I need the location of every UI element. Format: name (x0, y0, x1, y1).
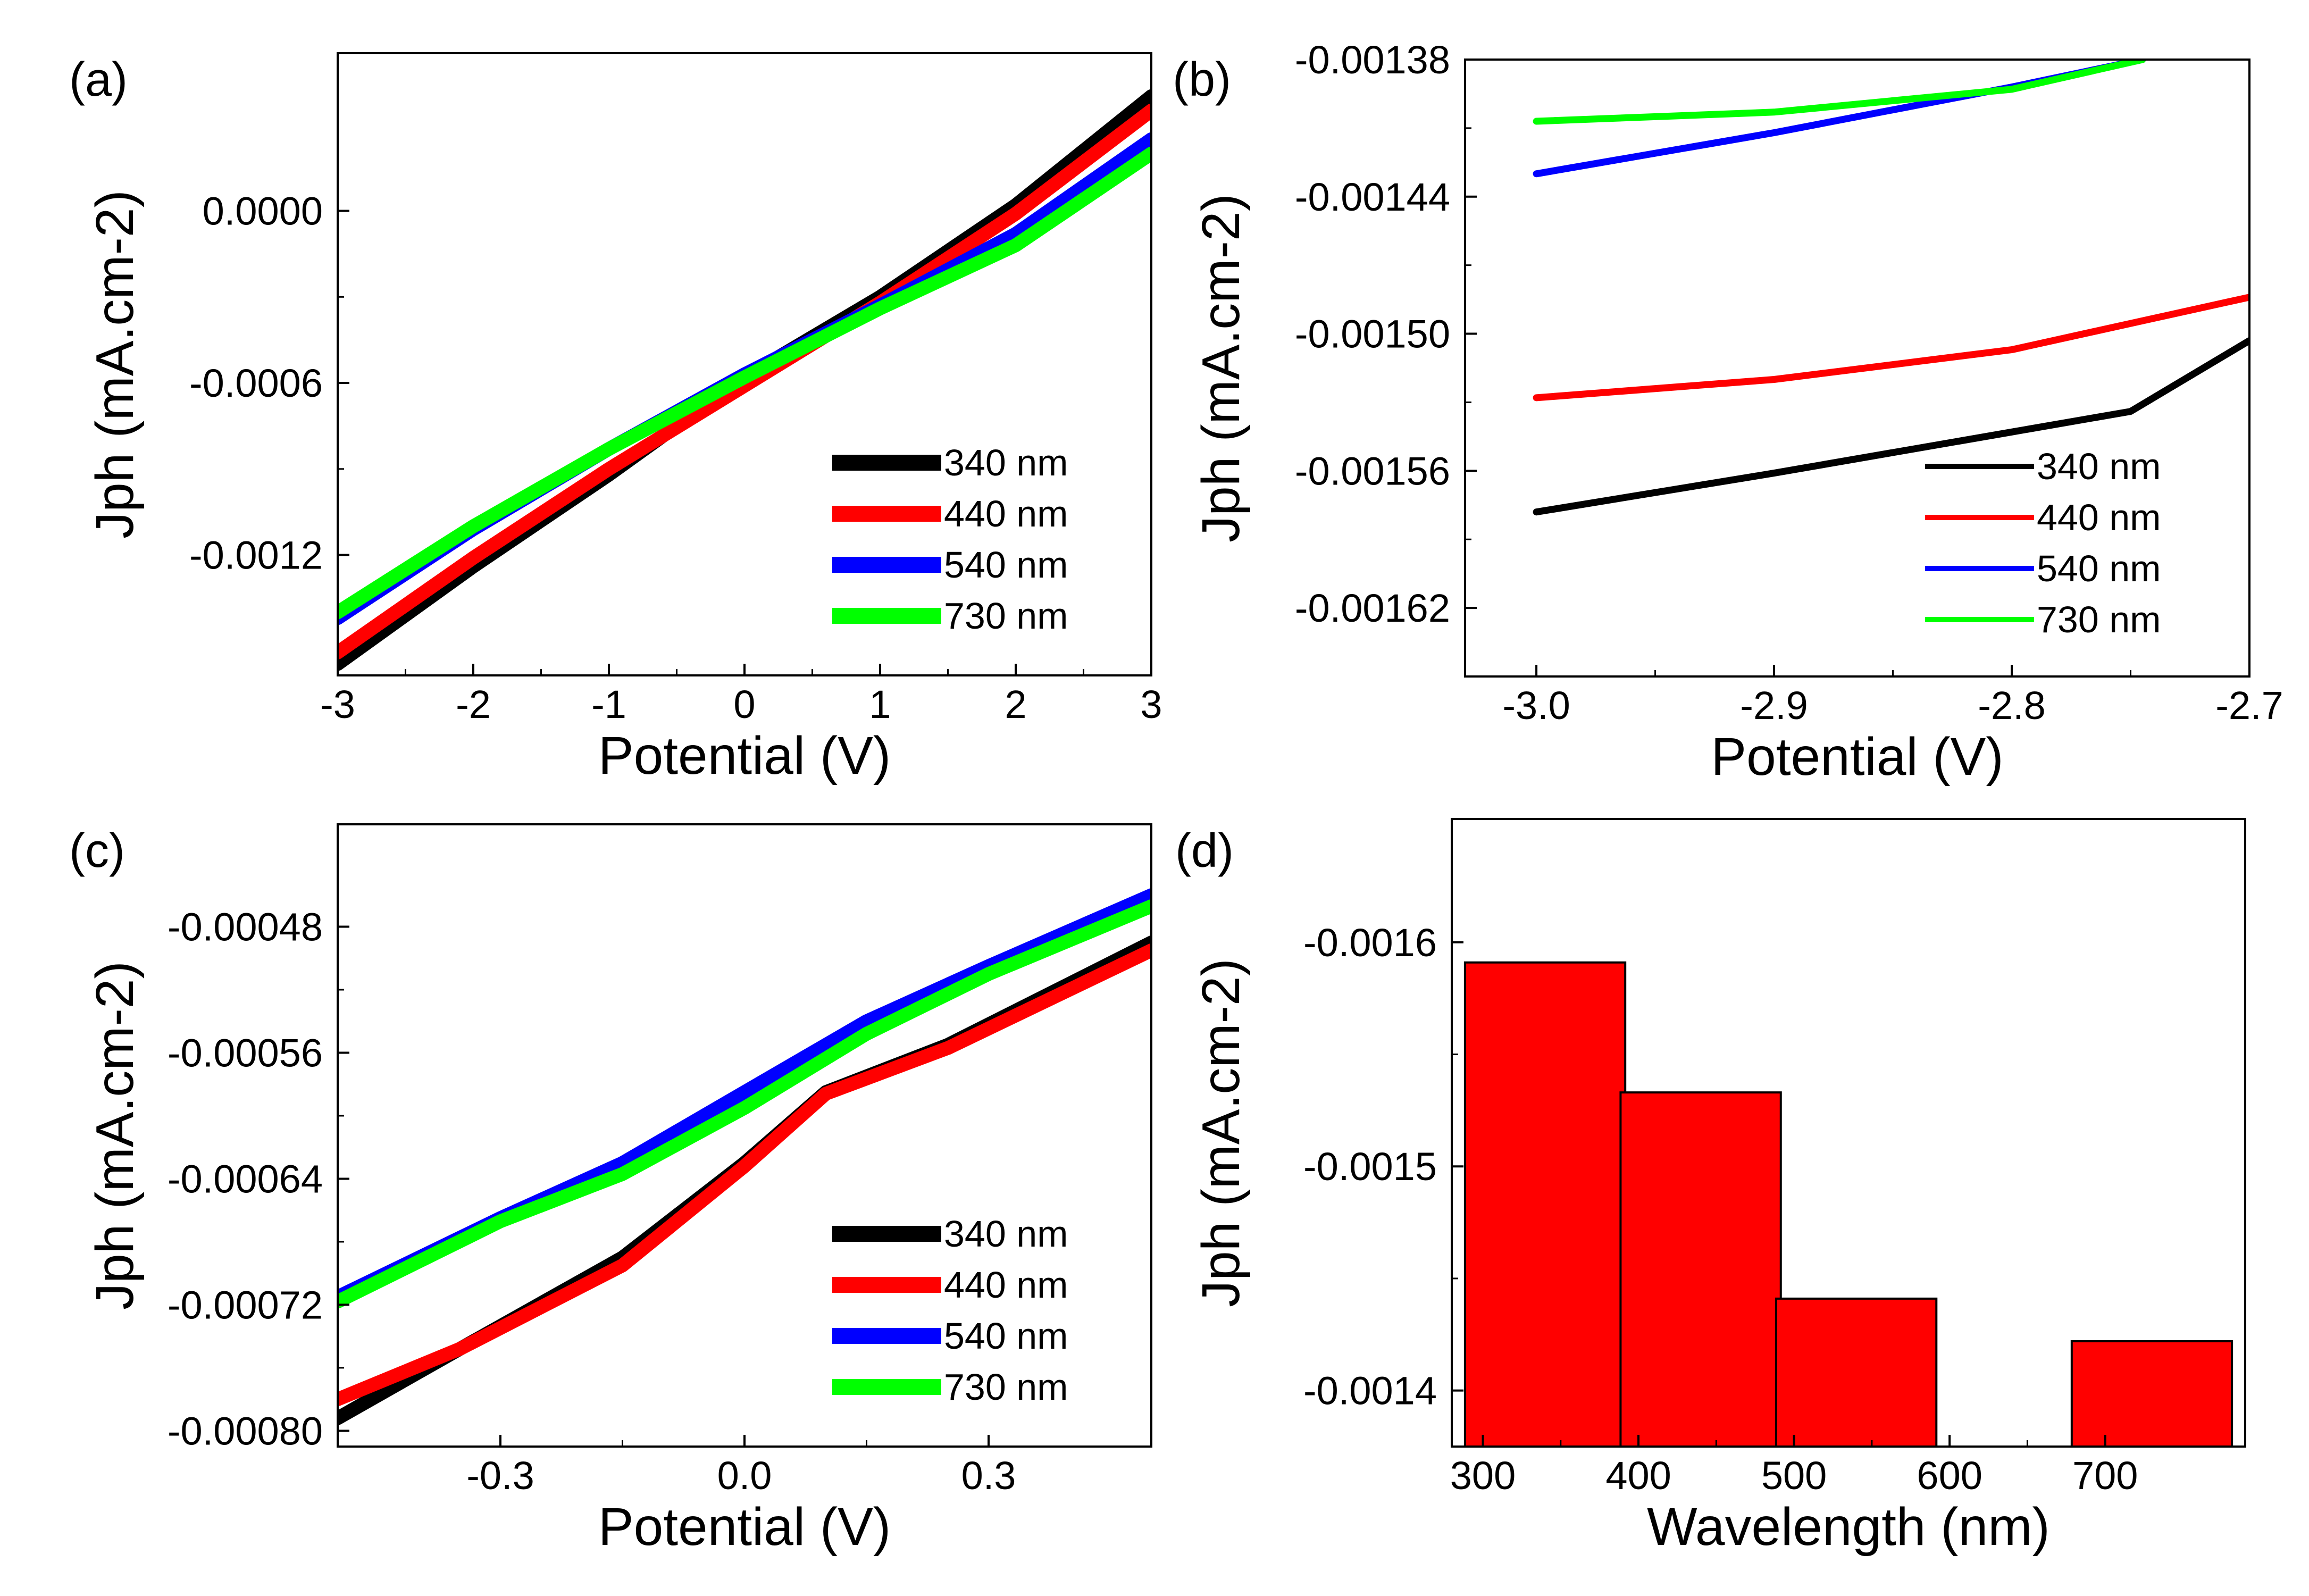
y-tick-label: -0.00150 (1295, 312, 1450, 356)
x-tick-label: 700 (2072, 1453, 2138, 1498)
x-tick-label: -0.3 (466, 1453, 534, 1498)
legend-label: 730 nm (944, 595, 1068, 637)
legend-label: 340 nm (2037, 446, 2161, 487)
series-line-730-nm (338, 899, 1151, 1309)
x-tick-label: 0.3 (961, 1453, 1016, 1498)
y-tick-label: -0.0016 (1303, 921, 1437, 965)
y-axis-title: Jph (mA.cm-2) (85, 190, 145, 539)
y-tick-label: -0.0014 (1303, 1369, 1437, 1413)
x-tick-label: -3.0 (1502, 683, 1570, 728)
x-tick-label: -2.7 (2215, 683, 2283, 728)
y-tick-label: -0.00138 (1295, 38, 1450, 82)
series-line-730-nm (1533, 60, 2146, 125)
x-tick-label: 3 (1140, 682, 1162, 726)
legend-label: 340 nm (944, 442, 1068, 483)
y-tick-label: -0.00080 (168, 1409, 323, 1453)
x-tick-label: -3 (320, 682, 355, 726)
x-axis-title: Potential (V) (598, 1497, 891, 1557)
panel-a: (a) -3 -2 -1 0 1 2 3 0.0000 -0.0006 -0.0012 Potenti… (69, 52, 1162, 786)
y-tick-label: 0.0000 (203, 189, 323, 233)
y-axis-title: Jph (mA.cm-2) (1191, 194, 1251, 542)
y-tick-label: -0.0012 (189, 533, 323, 578)
legend-label: 440 nm (944, 493, 1068, 534)
bar-340nm (1463, 961, 1627, 1447)
y-tick-label: -0.00064 (168, 1157, 323, 1201)
plot-frame (1451, 818, 2246, 1448)
x-tick-label: -2 (456, 682, 491, 726)
legend: 340 nm 440 nm 540 nm 730 nm (832, 442, 1068, 637)
x-tick-label: 1 (869, 682, 891, 726)
panel-label: (b) (1173, 53, 1231, 106)
x-axis-title: Potential (V) (1711, 727, 2003, 787)
x-tick-label: 2 (1005, 682, 1026, 726)
legend-label: 730 nm (2037, 599, 2161, 640)
panel-c: (c) -0.3 0.0 0.3 -0.00048 -0.00056 -0.00064 -0.… (69, 823, 1152, 1557)
x-tick-label: 0 (733, 682, 755, 726)
legend-label: 730 nm (944, 1366, 1068, 1408)
x-axis-title: Potential (V) (598, 726, 891, 786)
legend-label: 540 nm (944, 544, 1068, 586)
x-tick-label: 600 (1917, 1453, 1982, 1498)
legend: 340 nm 440 nm 540 nm 730 nm (832, 1213, 1068, 1408)
y-tick-label: -0.00056 (168, 1031, 323, 1075)
x-tick-label: -2.8 (1978, 683, 2046, 728)
bar-540nm (1775, 1297, 1938, 1447)
bar-730nm (2070, 1340, 2233, 1447)
panel-d: (d) 300 400 500 600 700 -0.0016 -0.0015 -0.0014 W… (1175, 818, 2246, 1557)
legend-label: 540 nm (2037, 548, 2161, 589)
y-tick-label: -0.00156 (1295, 449, 1450, 493)
y-tick-label: -0.00072 (168, 1283, 323, 1327)
series-line-730-nm (338, 146, 1151, 620)
y-tick-label: -0.00144 (1295, 175, 1450, 219)
bar-440nm (1619, 1091, 1782, 1447)
y-tick-label: -0.0015 (1303, 1144, 1437, 1189)
y-tick-label: -0.00048 (168, 905, 323, 949)
legend-label: 440 nm (2037, 497, 2161, 538)
x-tick-label: 0.0 (717, 1453, 772, 1498)
panel-b: (b) -3.0 -2.9 -2.8 -2.7 -0.00138 -0.00144 -0.00… (1173, 38, 2283, 787)
y-tick-label: -0.0006 (189, 361, 323, 405)
x-tick-label: -1 (591, 682, 626, 726)
series-line-440-nm (1533, 294, 2249, 402)
legend-label: 340 nm (944, 1213, 1068, 1255)
x-tick-label: 400 (1605, 1453, 1671, 1498)
legend-label: 540 nm (944, 1315, 1068, 1357)
x-axis-title: Wavelength (nm) (1647, 1497, 2050, 1557)
x-tick-label: 300 (1450, 1453, 1516, 1498)
series-line-440-nm (338, 103, 1151, 659)
series-line-340-nm (1533, 337, 2249, 516)
x-tick-label: -2.9 (1740, 683, 1808, 728)
legend: 340 nm 440 nm 540 nm 730 nm (1925, 446, 2161, 640)
panel-label: (c) (69, 824, 125, 878)
x-tick-label: 500 (1761, 1453, 1827, 1498)
series-line-440-nm (338, 943, 1151, 1407)
y-axis-title: Jph (mA.cm-2) (1191, 958, 1251, 1307)
y-axis-title: Jph (mA.cm-2) (85, 961, 145, 1310)
panel-label: (d) (1175, 824, 1234, 878)
y-tick-label: -0.00162 (1295, 586, 1450, 630)
panel-label: (a) (69, 53, 128, 106)
legend-label: 440 nm (944, 1264, 1068, 1306)
plot-frame (1464, 59, 2251, 678)
